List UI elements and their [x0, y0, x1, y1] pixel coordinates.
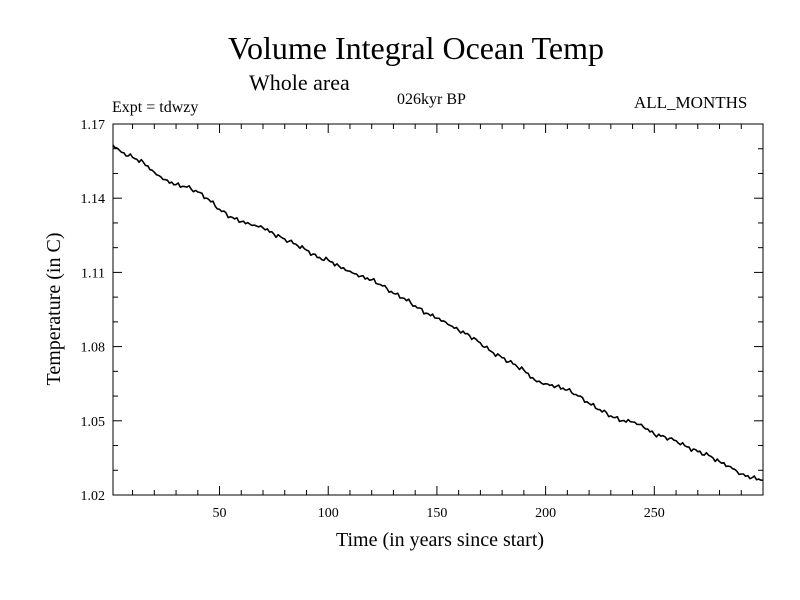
x-tick-label: 250	[644, 506, 665, 521]
series-line	[112, 144, 764, 481]
chart-subtitle: Whole area	[249, 70, 350, 95]
axis-ticks	[113, 123, 763, 496]
x-tick-label: 100	[318, 506, 339, 521]
x-tick-label: 150	[426, 506, 447, 521]
x-tick-label: 50	[213, 506, 227, 521]
y-tick-label: 1.08	[81, 341, 106, 356]
x-tick-label: 200	[535, 506, 556, 521]
y-tick-label: 1.05	[81, 415, 106, 430]
plot-frame	[112, 123, 764, 496]
y-tick-label: 1.11	[81, 266, 105, 281]
experiment-label: Expt = tdwzy	[112, 99, 199, 116]
months-label: ALL_MONTHS	[634, 93, 748, 112]
chart-title: Volume Integral Ocean Temp	[228, 30, 605, 66]
y-tick-label: 1.17	[81, 118, 106, 133]
x-axis-title: Time (in years since start)	[336, 529, 544, 551]
era-label: 026kyr BP	[397, 91, 466, 108]
y-tick-label: 1.14	[81, 192, 106, 207]
y-axis-title: Temperature (in C)	[43, 233, 65, 386]
tick-labels: 50 100 150 200 250 1.02 1.05 1.08 1.11 1.14 1.17	[81, 118, 665, 521]
y-tick-label: 1.02	[81, 489, 106, 504]
